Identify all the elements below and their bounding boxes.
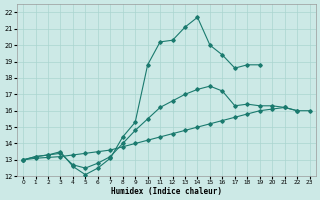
X-axis label: Humidex (Indice chaleur): Humidex (Indice chaleur) bbox=[111, 187, 222, 196]
